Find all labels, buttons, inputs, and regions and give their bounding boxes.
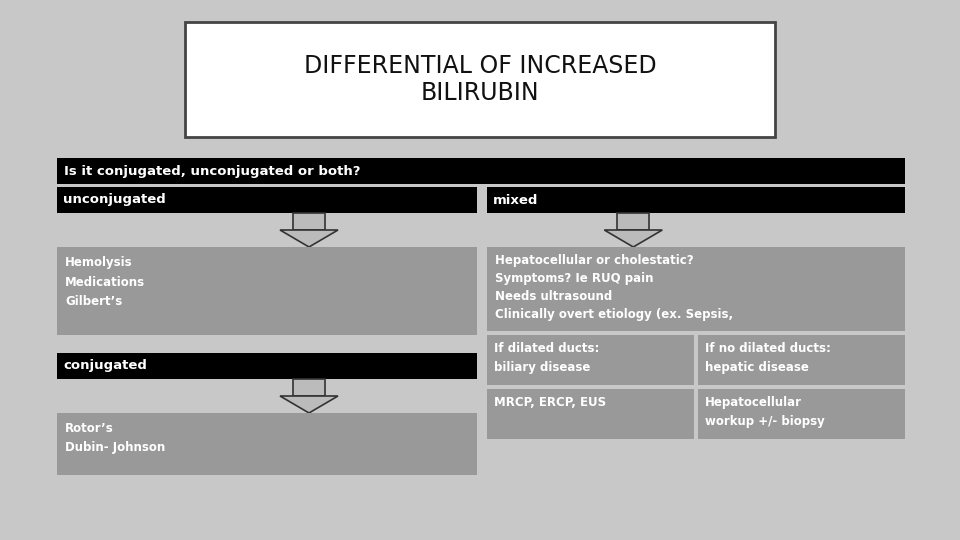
Bar [487, 247, 905, 331]
Text: conjugated: conjugated [63, 360, 147, 373]
Bar [293, 213, 325, 230]
Bar [57, 413, 477, 475]
Bar [57, 247, 477, 335]
Text: DIFFERENTIAL OF INCREASED
BILIRUBIN: DIFFERENTIAL OF INCREASED BILIRUBIN [303, 53, 657, 105]
Text: Hepatocellular or cholestatic?
Symptoms? Ie RUQ pain
Needs ultrasound
Clinically: Hepatocellular or cholestatic? Symptoms?… [495, 254, 733, 321]
Bar [57, 187, 477, 213]
Text: If no dilated ducts:
hepatic disease: If no dilated ducts: hepatic disease [705, 342, 830, 374]
Polygon shape [280, 230, 338, 247]
Text: Rotor’s
Dubin- Johnson: Rotor’s Dubin- Johnson [65, 422, 165, 455]
Bar [698, 389, 905, 439]
Bar [487, 187, 905, 213]
Bar [185, 22, 775, 137]
Bar [617, 213, 649, 230]
Text: mixed: mixed [493, 193, 539, 206]
Text: If dilated ducts:
biliary disease: If dilated ducts: biliary disease [494, 342, 599, 374]
Text: unconjugated: unconjugated [63, 193, 166, 206]
Text: MRCP, ERCP, EUS: MRCP, ERCP, EUS [494, 396, 606, 409]
Polygon shape [604, 230, 662, 247]
Bar [487, 335, 694, 385]
Bar [57, 158, 905, 184]
Bar [487, 389, 694, 439]
Bar [57, 353, 477, 379]
Polygon shape [280, 396, 338, 413]
Text: Hepatocellular
workup +/- biopsy: Hepatocellular workup +/- biopsy [705, 396, 825, 428]
Text: Hemolysis
Medications
Gilbert’s: Hemolysis Medications Gilbert’s [65, 256, 145, 308]
Bar [698, 335, 905, 385]
Bar [293, 379, 325, 396]
Text: Is it conjugated, unconjugated or both?: Is it conjugated, unconjugated or both? [64, 165, 361, 178]
